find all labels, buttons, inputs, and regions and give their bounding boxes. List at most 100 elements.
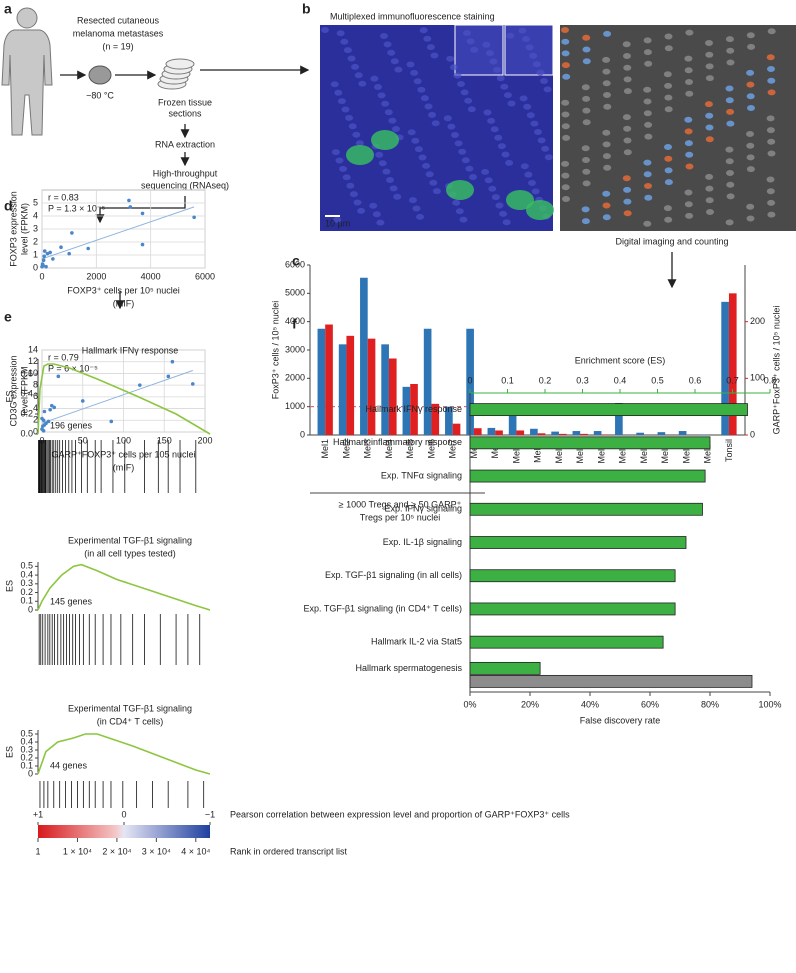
- nucleus: [460, 89, 469, 96]
- x2-tick-label: 0: [467, 375, 472, 385]
- nucleus: [725, 85, 734, 92]
- y-tick-label: 5: [33, 197, 38, 207]
- nucleus: [518, 27, 527, 34]
- x-tick-label: Mel11: [533, 439, 543, 463]
- point: [42, 254, 46, 259]
- nucleus: [452, 199, 461, 206]
- nucleus: [747, 105, 755, 111]
- y-tick-label: 3: [33, 223, 38, 233]
- category-label: Exp. IL-1β signaling: [383, 537, 462, 547]
- x-tick-label: 60%: [641, 699, 659, 709]
- panel-label: e: [4, 309, 12, 325]
- nucleus: [581, 84, 590, 91]
- nucleus: [529, 52, 538, 59]
- x2-tick-label: 0.7: [726, 375, 739, 385]
- x-tick-label: Mel12: [554, 439, 564, 464]
- nucleus: [561, 123, 570, 130]
- nucleus: [623, 137, 632, 144]
- nucleus: [466, 38, 475, 45]
- nucleus: [528, 180, 536, 186]
- nucleus: [767, 28, 776, 35]
- nucleus: [622, 175, 631, 182]
- nucleus: [506, 32, 515, 39]
- nucleus: [469, 174, 477, 180]
- nucleus: [766, 176, 775, 183]
- x2-tick-label: 0.3: [576, 375, 589, 385]
- y-tick-label: 0.2: [20, 752, 33, 762]
- nucleus: [582, 119, 591, 126]
- bar: [466, 328, 474, 435]
- nucleus: [664, 155, 673, 162]
- nucleus: [384, 109, 393, 116]
- nucleus: [382, 168, 391, 175]
- nucleus: [561, 99, 570, 106]
- nucleus: [582, 95, 591, 102]
- nucleus: [525, 44, 534, 51]
- step-label: High-throughput: [153, 168, 218, 178]
- nucleus: [526, 112, 535, 119]
- bar: [700, 434, 708, 435]
- nucleus: [643, 110, 652, 117]
- nucleus: [704, 101, 713, 108]
- nucleus: [358, 80, 367, 87]
- nucleus: [623, 149, 632, 156]
- nucleus: [663, 71, 672, 78]
- nucleus: [644, 133, 653, 140]
- nucleus: [767, 211, 776, 218]
- bar: [469, 536, 687, 549]
- nucleus: [705, 197, 714, 204]
- nucleus: [602, 141, 611, 148]
- y-tick-label: 0.1: [20, 596, 33, 606]
- x-axis-label: False discovery rate: [580, 715, 661, 725]
- nucleus: [602, 202, 611, 209]
- y-tick-label: 1: [33, 249, 38, 259]
- nucleus: [458, 148, 467, 155]
- nucleus: [582, 180, 591, 187]
- nucleus: [386, 177, 394, 183]
- nucleus: [534, 129, 542, 135]
- x-tick-label: 0: [39, 271, 44, 281]
- nucleus: [541, 145, 550, 152]
- y-tick-label: 0.4: [20, 388, 33, 398]
- point: [48, 407, 52, 412]
- nucleus: [522, 36, 530, 42]
- nucleus: [643, 98, 652, 105]
- y-tick-label: 0: [300, 429, 305, 439]
- nucleus: [726, 108, 735, 115]
- category-label: Exp. IFNγ signaling: [384, 504, 462, 514]
- nucleus: [643, 37, 652, 44]
- nucleus: [684, 116, 693, 123]
- nucleus: [767, 150, 776, 157]
- x-tick-label: Mel4: [384, 439, 394, 459]
- x-tick-label: Mel18: [681, 439, 691, 464]
- nucleus: [357, 207, 366, 214]
- nucleus: [342, 174, 351, 181]
- point: [80, 399, 85, 403]
- nucleus: [341, 106, 350, 113]
- y2-tick-label: 0: [750, 429, 755, 439]
- x-tick-label: 2 × 10⁴: [102, 846, 131, 856]
- bar: [469, 661, 541, 675]
- nucleus: [489, 58, 498, 65]
- green-cell: [371, 130, 399, 150]
- nucleus: [333, 216, 342, 223]
- nucleus: [766, 127, 775, 134]
- nucleus: [376, 219, 385, 226]
- nucleus: [331, 149, 340, 156]
- nucleus: [746, 32, 755, 39]
- bar: [473, 428, 482, 435]
- y-tick-label: 0.4: [20, 736, 33, 746]
- nucleus: [426, 44, 435, 51]
- y-tick-label: 10: [28, 368, 38, 378]
- category-label: Exp. TGF-β1 signaling (in all cells): [325, 570, 462, 580]
- bar: [601, 434, 610, 435]
- nucleus: [347, 55, 356, 62]
- nucleus: [485, 50, 494, 57]
- nucleus: [383, 41, 392, 48]
- bar: [431, 403, 440, 435]
- nucleus: [725, 219, 734, 226]
- bar: [445, 406, 453, 435]
- nucleus: [464, 97, 473, 104]
- bar: [469, 436, 711, 450]
- nucleus: [372, 211, 381, 218]
